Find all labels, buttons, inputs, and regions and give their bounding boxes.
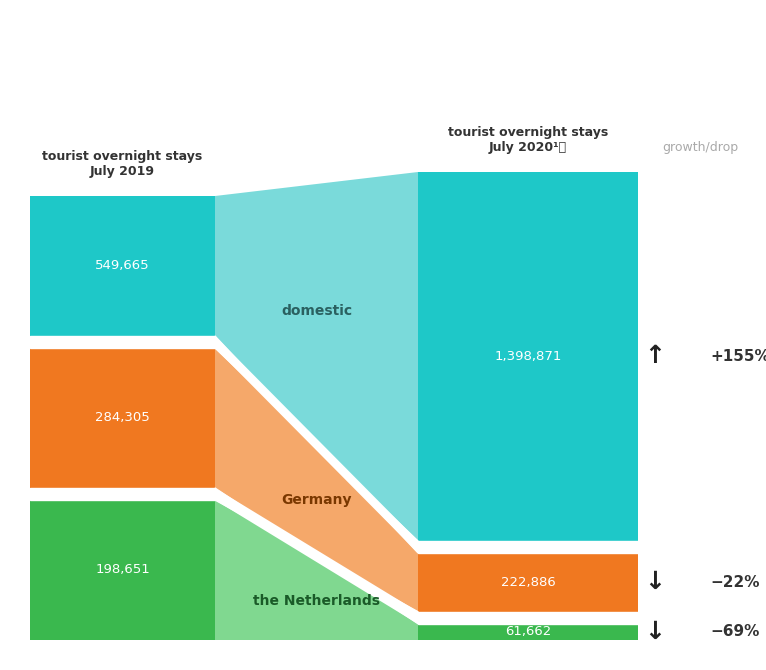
Polygon shape [30, 488, 215, 500]
Polygon shape [418, 553, 638, 612]
Text: growth/drop: growth/drop [662, 141, 738, 154]
Polygon shape [418, 172, 638, 541]
Text: 284,305: 284,305 [95, 411, 150, 425]
Polygon shape [215, 348, 418, 612]
Polygon shape [30, 348, 215, 488]
Text: −22%: −22% [710, 575, 760, 590]
Polygon shape [30, 336, 215, 348]
Text: tourist overnight stays
July 2019: tourist overnight stays July 2019 [42, 150, 203, 178]
Polygon shape [418, 612, 638, 624]
Polygon shape [418, 624, 638, 640]
Polygon shape [30, 500, 215, 640]
Polygon shape [215, 500, 418, 640]
Text: 198,651: 198,651 [95, 563, 150, 576]
Text: 549,665: 549,665 [95, 259, 150, 273]
Text: ↓: ↓ [644, 620, 666, 644]
Text: ↑: ↑ [644, 344, 666, 368]
Text: the Netherlands: the Netherlands [253, 594, 380, 608]
Text: +155%: +155% [710, 349, 766, 364]
Text: Germany: Germany [281, 493, 352, 507]
Text: domestic: domestic [281, 304, 352, 318]
Text: 1,398,871: 1,398,871 [494, 350, 561, 363]
Text: 61,662: 61,662 [505, 625, 551, 639]
Text: 222,886: 222,886 [501, 576, 555, 589]
Text: −69%: −69% [710, 624, 759, 639]
Polygon shape [215, 488, 418, 624]
Text: ↓: ↓ [644, 570, 666, 594]
Polygon shape [30, 196, 215, 336]
Polygon shape [215, 336, 418, 553]
Polygon shape [418, 541, 638, 553]
Text: tourist overnight stays
July 2020¹⦾: tourist overnight stays July 2020¹⦾ [448, 126, 608, 154]
Polygon shape [215, 172, 418, 541]
